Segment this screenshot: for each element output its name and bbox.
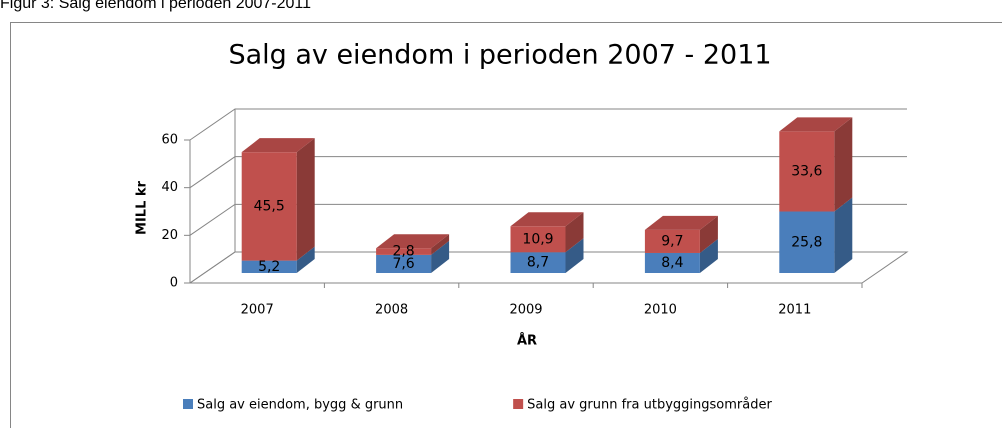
bar [376,254,432,273]
bar [376,248,432,255]
bar-top [376,234,450,249]
legend-swatch [183,399,193,409]
bar-top [779,117,853,132]
bar-top [241,138,315,153]
bar-side [565,238,584,273]
bar [510,226,566,253]
y-tick-label: 60 [161,133,178,148]
bar-side [565,212,584,253]
y-tick-label: 0 [170,276,178,291]
bar-side [296,246,315,273]
bar-side [431,240,450,273]
y-axis-label: MILL kr [135,180,150,235]
bar-side [699,215,718,253]
bar [241,152,297,261]
data-label: 33,6 [791,163,822,179]
chart-frame [10,22,1002,428]
legend-label: Salg av eiendom, bygg & grunn [197,398,403,413]
data-label: 25,8 [791,234,822,250]
bar [241,260,297,273]
x-tick-label: 2008 [375,303,408,318]
bar-side [834,197,853,273]
legend-swatch [513,399,524,409]
x-tick-label: 2011 [778,303,811,318]
y-tick-label: 20 [161,228,178,243]
data-label: 9,7 [661,233,683,249]
data-label: 10,9 [522,231,553,247]
chart-title: Salg av eiendom i perioden 2007 - 2011 [228,40,771,71]
data-label: 7,6 [392,256,414,272]
data-label: 5,2 [258,259,280,275]
bar-top [644,215,718,230]
bar-side [296,138,315,261]
bar [644,229,700,253]
bar [644,252,700,273]
bar [779,131,835,212]
data-label: 45,5 [254,198,285,214]
bar-side [834,117,853,212]
figure-caption: Figur 3: Salg eiendom i perioden 2007-20… [0,0,311,12]
bar-side [431,234,450,255]
x-axis-label: ÅR [517,333,537,349]
data-label: 8,4 [661,255,683,271]
data-label: 2,8 [392,244,414,260]
bar [510,252,566,273]
bar-top [510,212,584,227]
bar [779,211,835,273]
legend-label: Salg av grunn fra utbyggingsområder [527,398,772,413]
x-tick-label: 2010 [644,303,677,318]
y-tick-label: 40 [161,180,178,195]
x-tick-label: 2009 [509,303,542,318]
bar-side [699,238,718,273]
x-tick-label: 2007 [241,303,274,318]
data-label: 8,7 [527,255,549,271]
